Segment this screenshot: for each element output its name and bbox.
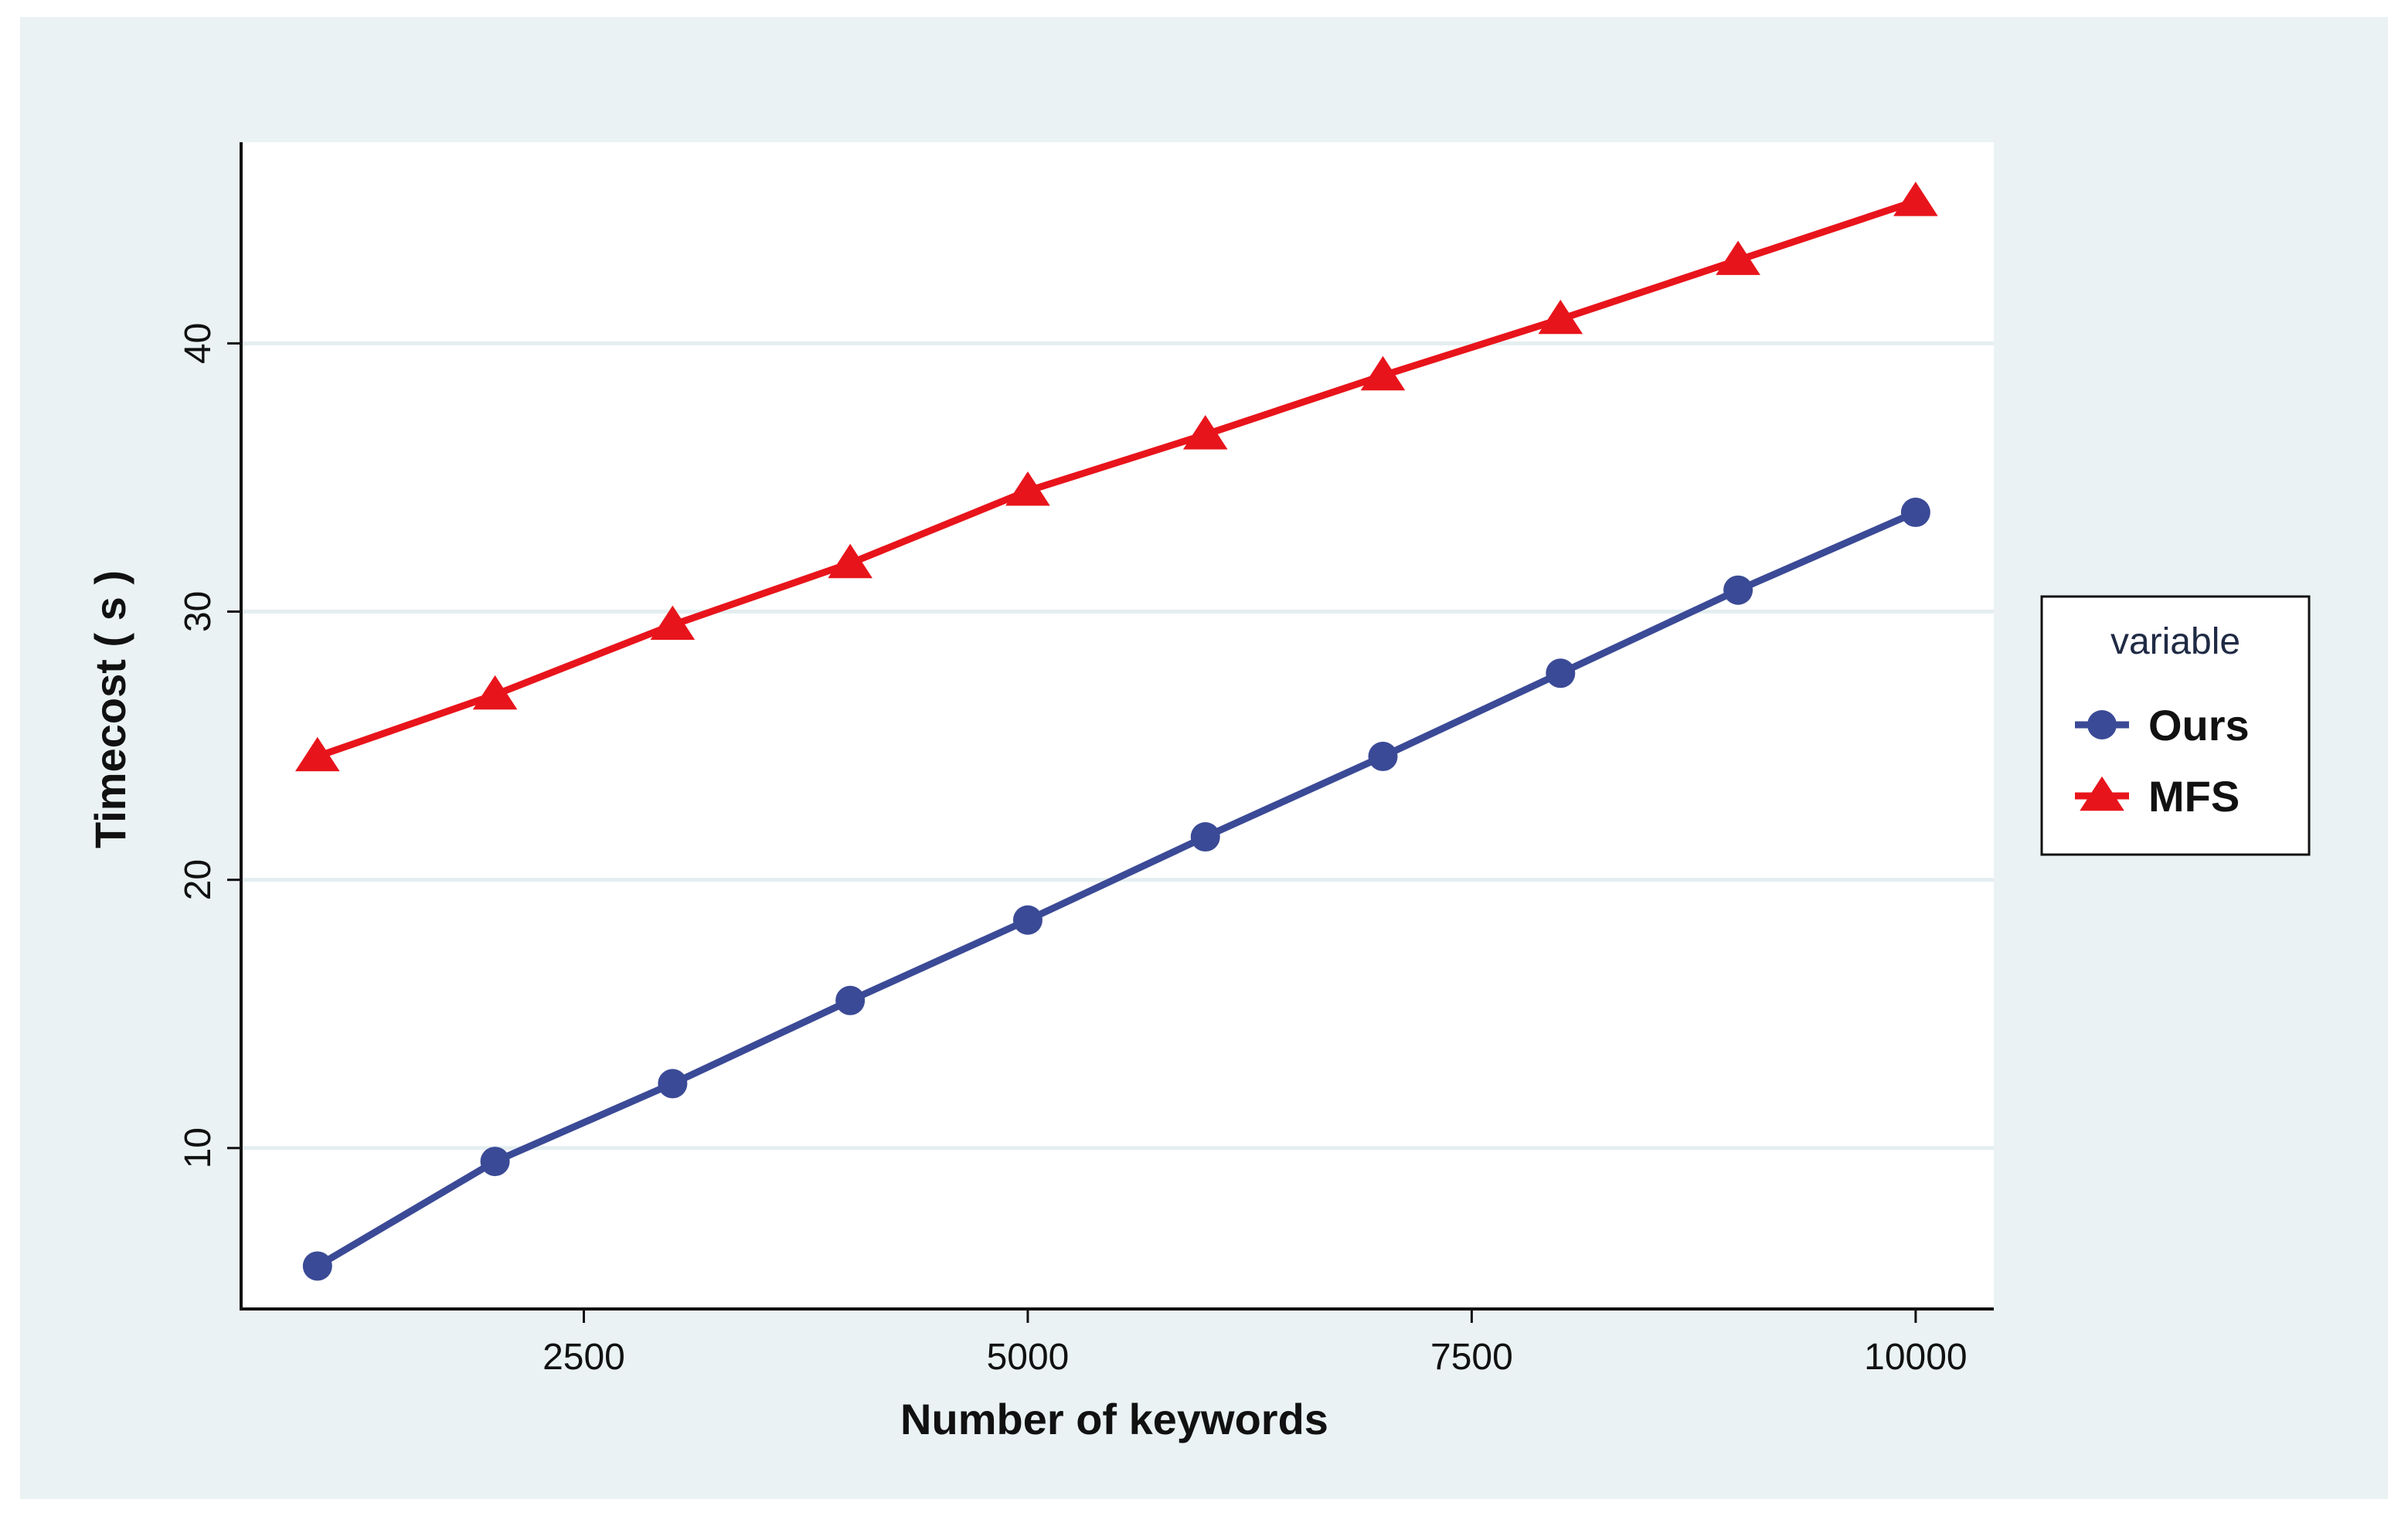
- x-tick-label: 5000: [987, 1337, 1070, 1378]
- data-point-ours: [480, 1147, 510, 1177]
- data-point-ours: [1190, 822, 1220, 852]
- x-tick-label: 10000: [1864, 1337, 1967, 1378]
- y-tick-label: 10: [178, 1127, 219, 1168]
- legend: variable Ours MFS: [2040, 595, 2311, 856]
- legend-items: Ours MFS: [2075, 701, 2250, 821]
- legend-marker-ours: [2087, 710, 2117, 739]
- data-point-ours: [1368, 741, 1398, 771]
- series-mfs: [295, 182, 1938, 772]
- data-point-ours: [302, 1251, 332, 1281]
- data-point-ours: [1012, 905, 1042, 935]
- tick-labels: 2500 5000 7500 10000 10 20 30 40: [178, 323, 1968, 1378]
- legend-item-mfs: MFS: [2075, 772, 2240, 821]
- series-ours: [302, 498, 1930, 1281]
- data-point-ours: [658, 1069, 688, 1099]
- data-point-mfs: [1538, 299, 1583, 335]
- x-tick-label: 2500: [542, 1337, 625, 1378]
- axes: [227, 142, 1994, 1323]
- data-point-ours: [1900, 498, 1930, 528]
- legend-label-mfs: MFS: [2148, 772, 2240, 821]
- data-point-mfs: [472, 675, 518, 710]
- data-point-mfs: [1360, 355, 1406, 391]
- legend-marker-mfs: [2080, 776, 2124, 811]
- data-point-mfs: [1182, 415, 1228, 450]
- x-axis-title: Number of keywords: [900, 1395, 1328, 1443]
- axis-titles: Number of keywords Timecost ( s ): [86, 570, 1328, 1443]
- legend-title: variable: [2110, 621, 2240, 662]
- y-tick-label: 20: [178, 859, 219, 900]
- plot-area: [241, 142, 1994, 1309]
- y-axis-title: Timecost ( s ): [86, 570, 134, 848]
- series: [295, 182, 1938, 1281]
- data-point-ours: [1546, 658, 1576, 688]
- data-point-mfs: [295, 736, 340, 772]
- legend-label-ours: Ours: [2148, 701, 2250, 750]
- data-point-ours: [835, 985, 866, 1015]
- series-line-mfs: [316, 198, 1917, 760]
- y-tick-label: 40: [178, 323, 219, 364]
- data-point-mfs: [650, 605, 696, 641]
- series-line-ours: [315, 508, 1917, 1270]
- y-tick-label: 30: [178, 591, 219, 632]
- data-point-mfs: [1005, 471, 1050, 506]
- legend-item-ours: Ours: [2075, 701, 2250, 750]
- data-point-mfs: [828, 543, 872, 579]
- data-point-mfs: [1716, 240, 1760, 275]
- x-tick-label: 7500: [1430, 1337, 1513, 1378]
- data-point-mfs: [1893, 182, 1938, 216]
- data-point-ours: [1723, 575, 1753, 605]
